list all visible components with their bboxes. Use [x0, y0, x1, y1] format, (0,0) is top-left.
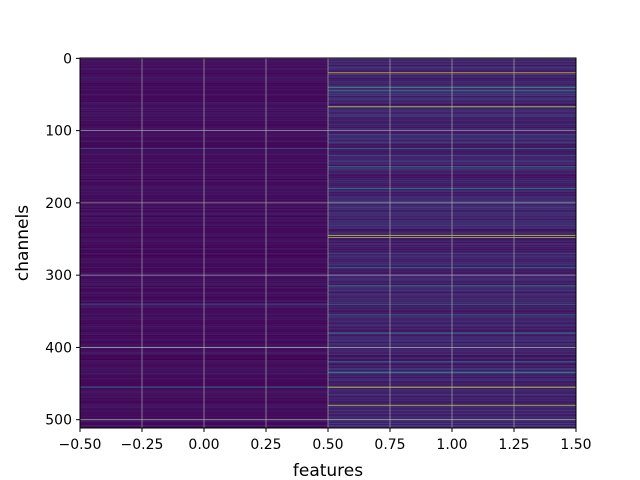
x-tick-label: 1.50 [560, 437, 591, 453]
y-tick-label: 200 [45, 196, 72, 212]
y-axis: 0 100 200 300 400 500 [45, 51, 80, 429]
x-tick-label: −0.50 [59, 437, 102, 453]
x-tick-label: 1.00 [436, 437, 467, 453]
y-tick-label: 400 [45, 340, 72, 356]
y-axis-title: channels [13, 205, 33, 281]
x-axis-title: features [293, 461, 363, 480]
x-tick-label: 0.25 [250, 437, 281, 453]
x-tick-label: −0.25 [121, 437, 164, 453]
x-axis: −0.50 −0.25 0.00 0.25 0.50 0.75 1.00 1.25 1.50 [59, 428, 592, 453]
x-tick-label: 0.75 [374, 437, 405, 453]
y-tick-label: 500 [45, 413, 72, 429]
y-tick-label: 300 [45, 268, 72, 284]
x-tick-label: 0.50 [312, 437, 343, 453]
y-tick-label: 100 [45, 124, 72, 140]
x-tick-label: 1.25 [498, 437, 529, 453]
x-tick-label: 0.00 [188, 437, 219, 453]
y-tick-label: 0 [63, 51, 72, 67]
